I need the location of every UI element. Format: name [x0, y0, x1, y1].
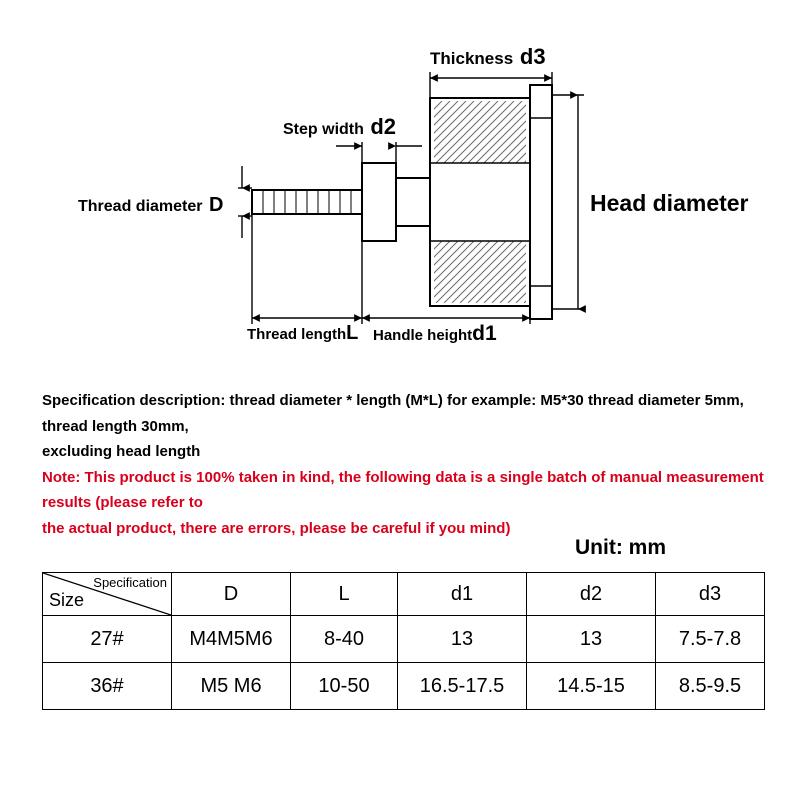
corner-spec-label: Specification [93, 575, 167, 590]
label-thread-diameter: Thread diameter D [78, 194, 223, 217]
col-d2: d2 [527, 573, 656, 616]
col-d1: d1 [398, 573, 527, 616]
cell: M4M5M6 [172, 616, 291, 663]
cell-size: 27# [43, 616, 172, 663]
cell: 7.5-7.8 [656, 616, 765, 663]
label-head-diameter: Head diameter [590, 190, 749, 217]
cell: 8-40 [291, 616, 398, 663]
spec-description: Specification description: thread diamet… [42, 388, 766, 541]
table-header-row: Size Specification D L d1 d2 d3 [43, 573, 765, 616]
label-thickness: Thickness d3 [430, 44, 546, 70]
col-L: L [291, 573, 398, 616]
col-d3: d3 [656, 573, 765, 616]
label-handle-height: Handle heightd1 [373, 322, 497, 346]
cell: M5 M6 [172, 663, 291, 710]
corner-size-label: Size [49, 590, 84, 611]
label-thread-length: Thread lengthL [247, 322, 358, 345]
cell: 14.5-15 [527, 663, 656, 710]
cell: 13 [398, 616, 527, 663]
table-corner-cell: Size Specification [43, 573, 172, 616]
label-step-width: Step width d2 [283, 114, 396, 140]
unit-label: Unit: mm [575, 536, 666, 560]
cell: 8.5-9.5 [656, 663, 765, 710]
table-row: 27# M4M5M6 8-40 13 13 7.5-7.8 [43, 616, 765, 663]
knob-diagram [0, 0, 800, 360]
col-D: D [172, 573, 291, 616]
cell: 16.5-17.5 [398, 663, 527, 710]
cell: 13 [527, 616, 656, 663]
cell-size: 36# [43, 663, 172, 710]
cell: 10-50 [291, 663, 398, 710]
spec-table: Size Specification D L d1 d2 d3 27# M4M5… [42, 572, 765, 710]
table-row: 36# M5 M6 10-50 16.5-17.5 14.5-15 8.5-9.… [43, 663, 765, 710]
